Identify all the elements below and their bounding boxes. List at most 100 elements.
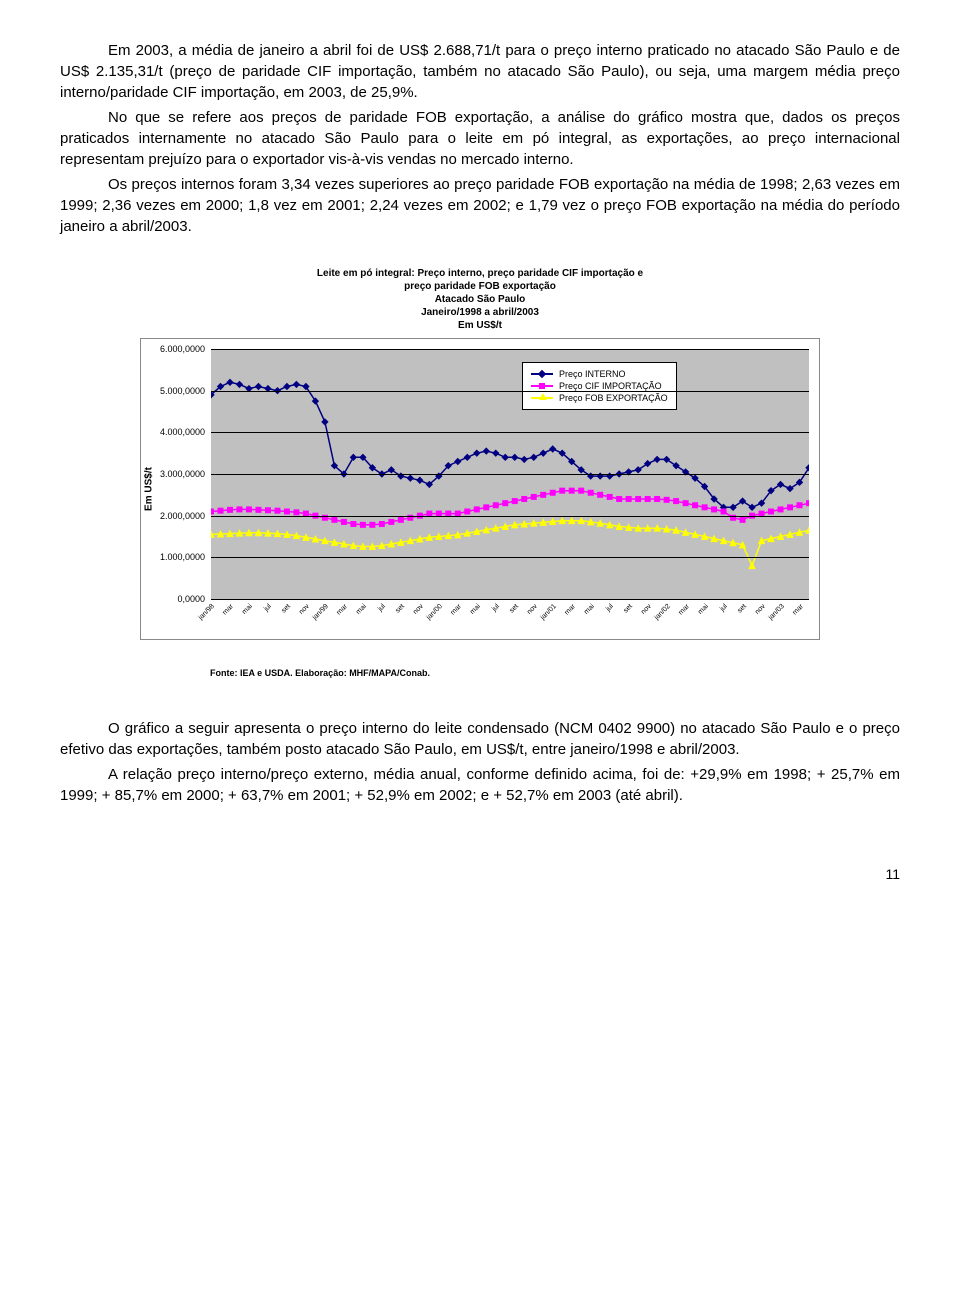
grid-line [211, 474, 809, 475]
page-number: 11 [60, 866, 900, 882]
xtick-label: mar [335, 603, 348, 616]
series-marker [255, 384, 261, 390]
series-marker [293, 381, 299, 387]
chart-title-l3: Atacado São Paulo [435, 294, 526, 305]
xtick-label: jan/03 [767, 603, 785, 621]
series-marker [236, 381, 242, 387]
series-marker [740, 517, 745, 522]
xtick-label: mar [449, 603, 462, 616]
series-marker [531, 454, 537, 460]
ytick-label: 6.000,0000 [160, 344, 205, 354]
series-marker [645, 497, 650, 502]
xtick-label: jul [719, 603, 729, 613]
ytick-label: 3.000,0000 [160, 469, 205, 479]
xtick-label: mar [791, 603, 804, 616]
xtick-label: nov [412, 603, 425, 616]
series-marker [712, 507, 717, 512]
series-marker [636, 497, 641, 502]
grid-line [211, 391, 809, 392]
series-marker [284, 509, 289, 514]
series-marker [569, 488, 574, 493]
series-marker [749, 563, 755, 569]
chart-area: Em US$/t Preço INTERNO Preço CIF IMPORTAÇ… [140, 338, 820, 640]
series-marker [484, 505, 489, 510]
xtick-label: jan/01 [539, 603, 557, 621]
series-marker [246, 507, 251, 512]
ytick-label: 5.000,0000 [160, 386, 205, 396]
series-marker [351, 522, 356, 527]
ytick-label: 4.000,0000 [160, 427, 205, 437]
xtick-label: jul [377, 603, 387, 613]
legend-row: Preço FOB EXPORTAÇÃO [531, 393, 668, 403]
series-marker [550, 446, 556, 452]
xtick-label: nov [640, 603, 653, 616]
grid-line [211, 557, 809, 558]
legend-label: Preço CIF IMPORTAÇÃO [559, 381, 662, 391]
series-marker [284, 384, 290, 390]
ytick-label: 1.000,0000 [160, 552, 205, 562]
series-line [211, 382, 809, 507]
xtick-label: set [622, 603, 634, 615]
ytick-label: 2.000,0000 [160, 511, 205, 521]
series-marker [541, 492, 546, 497]
paragraph-3: Os preços internos foram 3,34 vezes supe… [60, 174, 900, 237]
series-marker [237, 507, 242, 512]
series-marker [379, 522, 384, 527]
series-marker [664, 497, 669, 502]
series-marker [778, 507, 783, 512]
series-marker [493, 450, 499, 456]
xtick-label: jan/00 [425, 603, 443, 621]
chart-ylabel: Em US$/t [144, 467, 155, 511]
series-marker [493, 503, 498, 508]
series-marker [683, 501, 688, 506]
series-line [211, 521, 809, 566]
xtick-label: jul [491, 603, 501, 613]
xtick-label: mai [697, 603, 710, 616]
xtick-label: nov [526, 603, 539, 616]
xtick-label: set [280, 603, 292, 615]
xtick-label: mai [241, 603, 254, 616]
chart-source: Fonte: IEA e USDA. Elaboração: MHF/MAPA/… [210, 668, 820, 678]
series-marker [474, 507, 479, 512]
xtick-label: jan/98 [198, 603, 216, 621]
xtick-label: jan/02 [653, 603, 671, 621]
xtick-label: set [736, 603, 748, 615]
series-marker [797, 503, 802, 508]
series-marker [350, 454, 356, 460]
series-marker [626, 497, 631, 502]
series-marker [483, 448, 489, 454]
series-marker [417, 477, 423, 483]
series-marker [474, 450, 480, 456]
series-marker [521, 456, 527, 462]
paragraph-1: Em 2003, a média de janeiro a abril foi … [60, 40, 900, 103]
legend-label: Preço FOB EXPORTAÇÃO [559, 393, 668, 403]
chart-title-l4: Janeiro/1998 a abril/2003 [421, 307, 539, 318]
xtick-label: set [394, 603, 406, 615]
series-marker [702, 505, 707, 510]
series-marker [465, 509, 470, 514]
series-marker [512, 499, 517, 504]
series-marker [598, 492, 603, 497]
price-chart: Leite em pó integral: Preço interno, pre… [140, 267, 820, 678]
xtick-label: jul [605, 603, 615, 613]
series-marker [294, 510, 299, 515]
xtick-label: mai [583, 603, 596, 616]
series-marker [265, 508, 270, 513]
xtick-label: mai [469, 603, 482, 616]
series-marker [769, 509, 774, 514]
series-marker [579, 488, 584, 493]
chart-title-l2: preço paridade FOB exportação [404, 281, 556, 292]
series-marker [275, 508, 280, 513]
series-marker [560, 488, 565, 493]
xtick-label: mai [355, 603, 368, 616]
series-marker [607, 494, 612, 499]
series-marker [407, 475, 413, 481]
chart-plot: Preço INTERNO Preço CIF IMPORTAÇÃO Preço F… [211, 349, 809, 599]
series-marker [227, 379, 233, 385]
legend-label: Preço INTERNO [559, 369, 626, 379]
xtick-label: set [508, 603, 520, 615]
chart-legend: Preço INTERNO Preço CIF IMPORTAÇÃO Preço F… [522, 362, 677, 410]
series-marker [788, 505, 793, 510]
grid-line [211, 516, 809, 517]
series-marker [806, 465, 809, 471]
